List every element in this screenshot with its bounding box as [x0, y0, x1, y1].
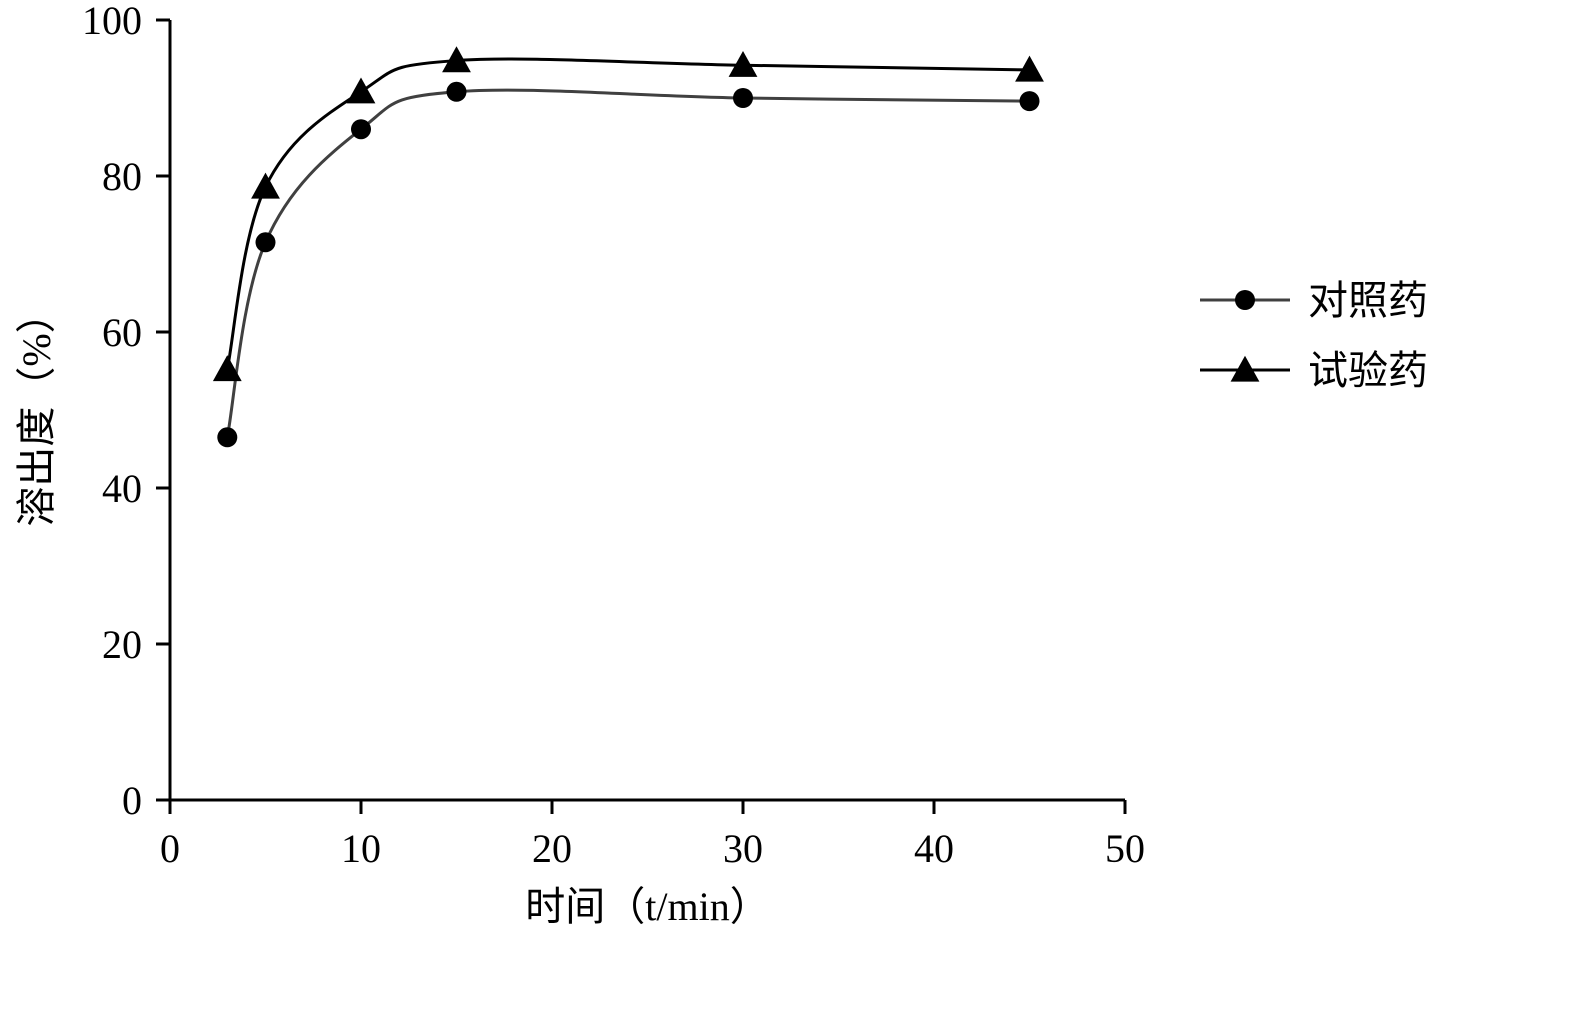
chart-svg: 0 10 20 30 40 50 0 20 40 60 80 100 时间（t/min） 溶出度（%） 对照… [0, 0, 1590, 1010]
series-marker [256, 232, 276, 252]
y-tick-label: 80 [102, 154, 142, 199]
series-marker [217, 427, 237, 447]
x-tick-label: 30 [723, 826, 763, 871]
x-axis-title: 时间（t/min） [525, 884, 769, 929]
x-tick-label: 50 [1105, 826, 1145, 871]
series-marker [733, 88, 753, 108]
x-tick-label: 20 [532, 826, 572, 871]
x-tick-label: 10 [341, 826, 381, 871]
series-marker [447, 82, 467, 102]
legend-marker [1235, 290, 1255, 310]
series-marker [1020, 91, 1040, 111]
y-tick-label: 60 [102, 310, 142, 355]
y-axis-title: 溶出度（%） [14, 293, 59, 526]
legend-label: 试验药 [1308, 348, 1428, 393]
y-tick-label: 100 [82, 0, 142, 43]
y-tick-label: 40 [102, 466, 142, 511]
x-tick-label: 40 [914, 826, 954, 871]
x-tick-label: 0 [160, 826, 180, 871]
chart-background [0, 0, 1590, 1010]
y-tick-label: 20 [102, 622, 142, 667]
legend-label: 对照药 [1308, 278, 1428, 323]
series-marker [351, 119, 371, 139]
y-tick-label: 0 [122, 778, 142, 823]
dissolution-chart: 0 10 20 30 40 50 0 20 40 60 80 100 时间（t/min） 溶出度（%） 对照… [0, 0, 1590, 1010]
